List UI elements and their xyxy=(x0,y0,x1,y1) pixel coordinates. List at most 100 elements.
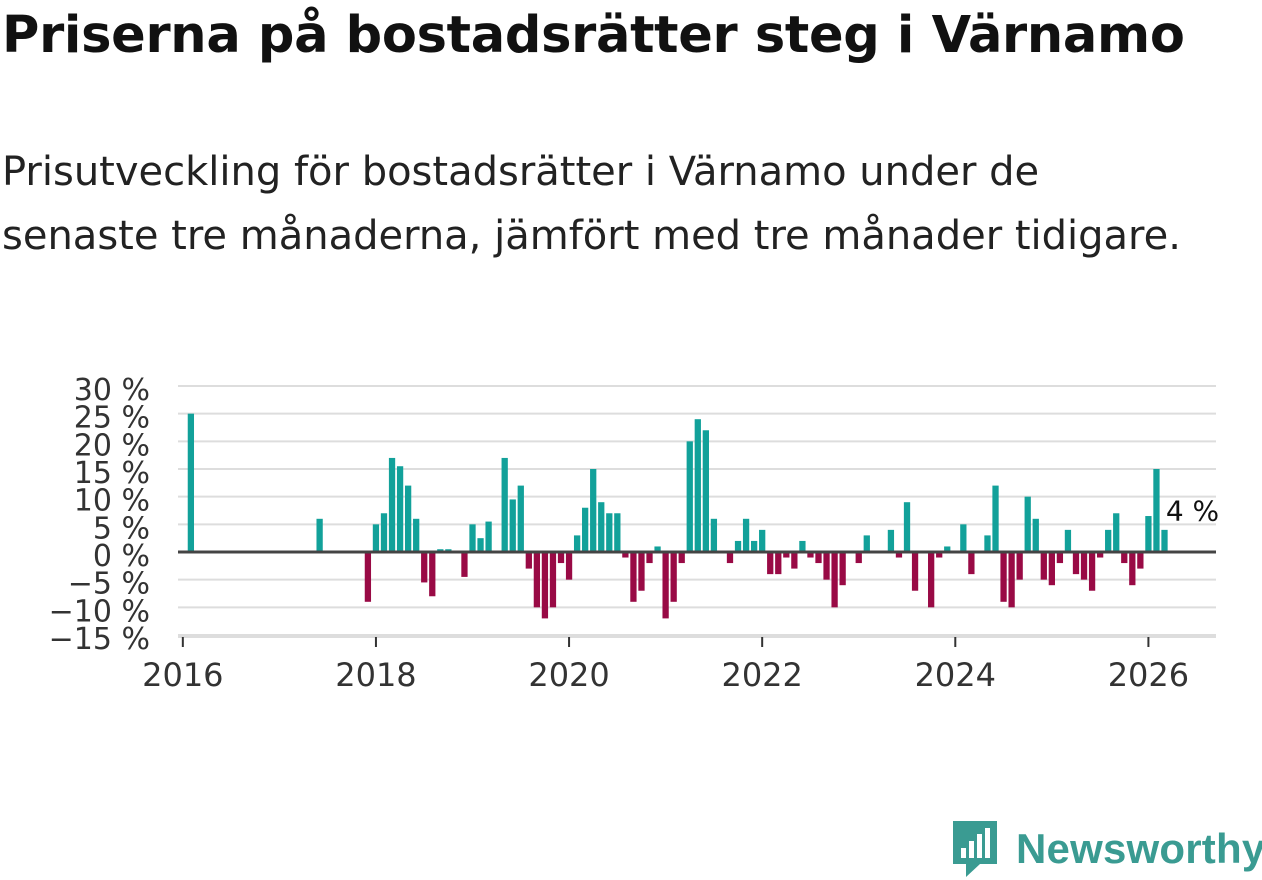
bar-positive xyxy=(702,430,709,552)
bar-negative xyxy=(461,552,468,577)
bar-negative xyxy=(791,552,798,569)
bar-positive xyxy=(187,413,195,552)
bar-positive xyxy=(1161,529,1168,552)
bar-positive xyxy=(742,518,750,552)
bar-negative xyxy=(630,552,637,602)
bar-positive xyxy=(598,502,605,552)
y-tick-label: 0 % xyxy=(93,539,150,574)
bar-positive xyxy=(590,469,597,552)
bar-negative xyxy=(364,552,372,602)
bar-positive xyxy=(316,518,323,552)
annotations: 4 % xyxy=(1166,494,1219,527)
bar-negative xyxy=(1000,552,1007,602)
bar-negative xyxy=(429,552,436,597)
bar-negative xyxy=(533,552,541,608)
bar-positive xyxy=(517,485,524,552)
x-tick-label: 2024 xyxy=(915,656,996,694)
bar-negative xyxy=(622,552,629,558)
x-tick-label: 2020 xyxy=(528,656,609,694)
bar-negative xyxy=(1121,552,1128,564)
bar-positive xyxy=(1145,516,1152,552)
bar-negative xyxy=(525,552,532,569)
bar-positive xyxy=(654,546,661,552)
bar-positive xyxy=(903,502,911,552)
bar-positive xyxy=(1153,469,1160,552)
bar-negative xyxy=(421,552,428,583)
bar-positive xyxy=(734,540,742,552)
bar-negative xyxy=(839,552,846,586)
bar-positive xyxy=(984,535,991,552)
bar-positive xyxy=(404,485,412,552)
y-axis-labels: 30 %25 %20 %15 %10 %5 %0 %−5 %−10 %−15 % xyxy=(49,373,150,657)
bar-positive xyxy=(710,518,718,552)
bar-positive xyxy=(372,524,380,552)
bar-positive xyxy=(380,513,388,552)
bar-positive xyxy=(1024,496,1031,552)
last-value-label: 4 % xyxy=(1166,494,1219,527)
bar-negative xyxy=(968,552,975,575)
bar-negative xyxy=(565,552,573,580)
bar-positive xyxy=(485,521,492,552)
bar-chart: 30 %25 %20 %15 %10 %5 %0 %−5 %−10 %−15 %… xyxy=(49,373,1220,694)
bar-negative xyxy=(541,552,549,619)
bar-positive xyxy=(388,457,396,552)
bar-positive xyxy=(509,499,516,552)
bar-positive xyxy=(1064,529,1072,552)
x-tick-label: 2022 xyxy=(721,656,802,694)
bar-positive xyxy=(694,419,701,552)
bar-positive xyxy=(686,441,693,552)
bar-positive xyxy=(413,518,420,552)
bar-negative xyxy=(557,552,565,564)
bar-positive xyxy=(944,546,951,552)
bar-negative xyxy=(895,552,903,558)
y-tick-label: 20 % xyxy=(74,428,150,463)
bar-positive xyxy=(614,513,621,552)
bar-negative xyxy=(815,552,822,564)
bar-negative xyxy=(726,552,734,564)
x-axis: 2016 2018 2020 2022 2024 2026 xyxy=(142,636,1216,694)
brand-logo[interactable]: Newsworthy xyxy=(950,818,1262,880)
bar-positive xyxy=(477,538,484,552)
bar-negative xyxy=(831,552,838,608)
y-tick-label: −5 % xyxy=(68,567,150,602)
bar-negative xyxy=(646,552,653,564)
page-title: Priserna på bostadsrätter steg i Värnamo xyxy=(2,6,1185,65)
bar-positive xyxy=(799,540,806,552)
bar-negative xyxy=(936,552,943,558)
bar-negative xyxy=(1008,552,1015,608)
bar-negative xyxy=(928,552,935,608)
bar-positive xyxy=(960,524,967,552)
x-tick-label: 2016 xyxy=(142,656,223,694)
x-tick-label: 2018 xyxy=(335,656,416,694)
bar-negative xyxy=(662,552,669,619)
y-tick-label: 10 % xyxy=(74,484,150,519)
bar-positive xyxy=(887,529,895,552)
bar-positive xyxy=(469,524,476,552)
bar-positive xyxy=(863,535,870,552)
bar-positive xyxy=(582,507,589,552)
bar-negative xyxy=(678,552,685,564)
y-tick-label: −10 % xyxy=(49,594,150,629)
bar-negative xyxy=(783,552,790,558)
bar-positive xyxy=(1105,529,1112,552)
page-subtitle: Prisutveckling för bostadsrätter i Värna… xyxy=(2,149,1181,259)
bar-negative xyxy=(807,552,814,558)
bar-negative xyxy=(1080,552,1088,580)
bars xyxy=(187,413,1168,619)
bar-positive xyxy=(396,466,404,552)
bar-positive xyxy=(606,513,613,552)
y-tick-label: 15 % xyxy=(74,456,150,491)
y-tick-label: 25 % xyxy=(74,401,150,436)
bar-negative xyxy=(767,552,774,575)
bar-negative xyxy=(1137,552,1144,569)
bar-negative xyxy=(911,552,919,591)
bar-negative xyxy=(670,552,677,602)
bar-positive xyxy=(992,485,999,552)
bar-negative xyxy=(1129,552,1136,586)
bar-negative xyxy=(1056,552,1064,564)
bar-negative xyxy=(855,552,862,564)
x-tick-label: 2026 xyxy=(1108,656,1189,694)
bar-negative xyxy=(1048,552,1055,586)
bar-positive xyxy=(1032,518,1039,552)
brand-name: Newsworthy xyxy=(1016,825,1262,872)
